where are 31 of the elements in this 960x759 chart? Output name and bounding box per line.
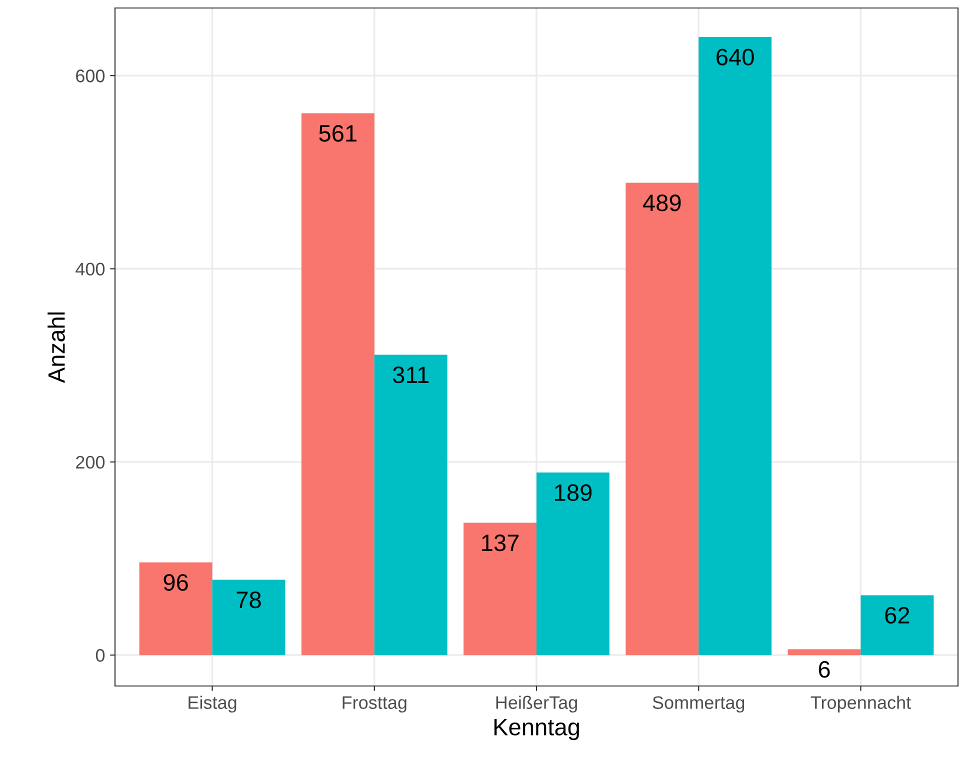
bar [860,595,934,656]
bar [464,522,536,656]
bar [788,649,861,656]
data-label: 189 [555,484,592,502]
data-label: 311 [392,366,429,384]
y-tick-label: 400 [76,262,105,276]
y-tick-label: 600 [76,70,105,82]
bar [626,182,699,656]
bar [212,580,286,656]
data-label: 561 [319,125,356,142]
y-axis-title: Anzahl [48,312,65,384]
x-axis-title: Kenntag [494,718,579,740]
bar [536,472,610,656]
y-tick-label: 200 [76,456,105,469]
x-tick-label: Eistag [188,696,236,713]
bar [139,562,212,656]
x-tick-label: Tropennacht [810,696,911,713]
data-label: 640 [716,48,754,66]
x-tick-label: HeißerTag [496,696,577,713]
bar [374,354,448,656]
bar [698,36,772,656]
data-label: 137 [482,534,519,552]
y-tick-label: 0 [96,649,105,662]
data-label: 6 [818,661,830,678]
bar [301,113,374,656]
data-label: 62 [885,606,910,624]
data-label: 96 [164,574,188,591]
data-label: 489 [642,194,681,212]
data-label: 78 [236,591,261,608]
x-tick-label: Frosttag [342,696,406,713]
x-tick-label: Sommertag [652,696,744,713]
